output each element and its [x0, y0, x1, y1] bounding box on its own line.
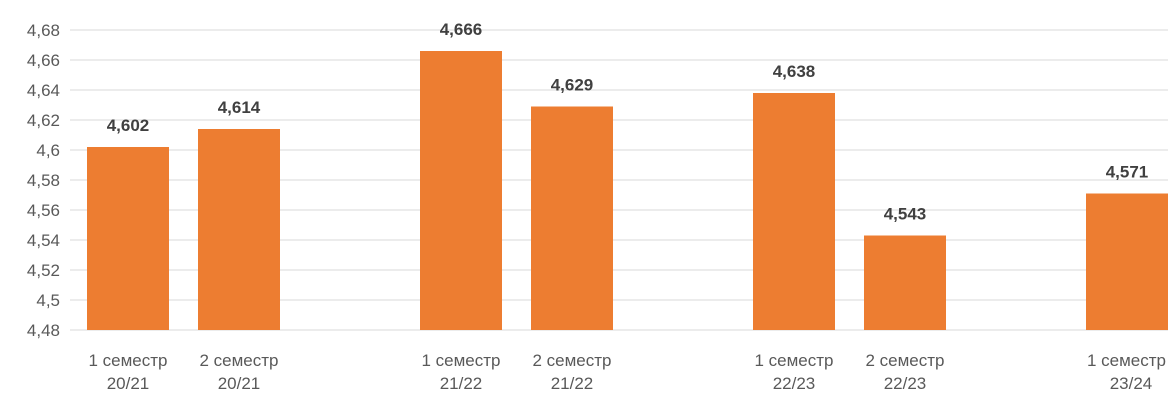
data-labels: 4,602 4,614 4,666 4,629 4,638 4,543 4,571: [107, 20, 1149, 224]
data-label: 4,629: [551, 76, 594, 95]
y-tick-label: 4,66: [27, 51, 60, 70]
y-tick-label: 4,58: [27, 171, 60, 190]
x-tick-sublabel: 22/23: [773, 374, 816, 393]
bar: [531, 106, 613, 330]
x-tick-sublabel: 22/23: [884, 374, 927, 393]
bar: [864, 235, 946, 330]
data-label: 4,602: [107, 116, 150, 135]
bar: [1086, 193, 1168, 330]
y-tick-label: 4,48: [27, 321, 60, 340]
y-tick-label: 4,5: [36, 291, 60, 310]
y-tick-label: 4,6: [36, 141, 60, 160]
x-tick-sublabel: 20/21: [218, 374, 261, 393]
x-tick-label: 1 семестр: [88, 351, 167, 370]
y-axis: 4,48 4,5 4,52 4,54 4,56 4,58 4,6 4,62 4,64 4,66 4,…: [27, 21, 60, 340]
y-tick-label: 4,52: [27, 261, 60, 280]
y-tick-label: 4,62: [27, 111, 60, 130]
data-label: 4,614: [218, 98, 261, 117]
x-tick-label: 2 семестр: [199, 351, 278, 370]
x-tick-label: 1 семестр: [1087, 351, 1166, 370]
bar: [753, 93, 835, 330]
data-label: 4,571: [1106, 163, 1149, 182]
x-tick-label: 1 семестр: [421, 351, 500, 370]
bar: [87, 147, 169, 330]
x-tick-label: 2 семестр: [865, 351, 944, 370]
bars: [87, 51, 1168, 330]
x-tick-sublabel: 21/22: [551, 374, 594, 393]
x-tick-sublabel: 20/21: [107, 374, 150, 393]
data-label: 4,638: [773, 62, 816, 81]
y-tick-label: 4,54: [27, 231, 60, 250]
data-label: 4,666: [440, 20, 483, 39]
y-tick-label: 4,64: [27, 81, 60, 100]
x-tick-label: 2 семестр: [532, 351, 611, 370]
y-tick-label: 4,68: [27, 21, 60, 40]
bar: [198, 129, 280, 330]
data-label: 4,543: [884, 205, 927, 224]
x-axis: 1 семестр 20/21 2 семестр 20/21 1 семестр 21/…: [88, 351, 1166, 393]
x-tick-sublabel: 23/24: [1110, 374, 1153, 393]
bar: [420, 51, 502, 330]
x-tick-label: 1 семестр: [754, 351, 833, 370]
y-tick-label: 4,56: [27, 201, 60, 220]
x-tick-sublabel: 21/22: [440, 374, 483, 393]
